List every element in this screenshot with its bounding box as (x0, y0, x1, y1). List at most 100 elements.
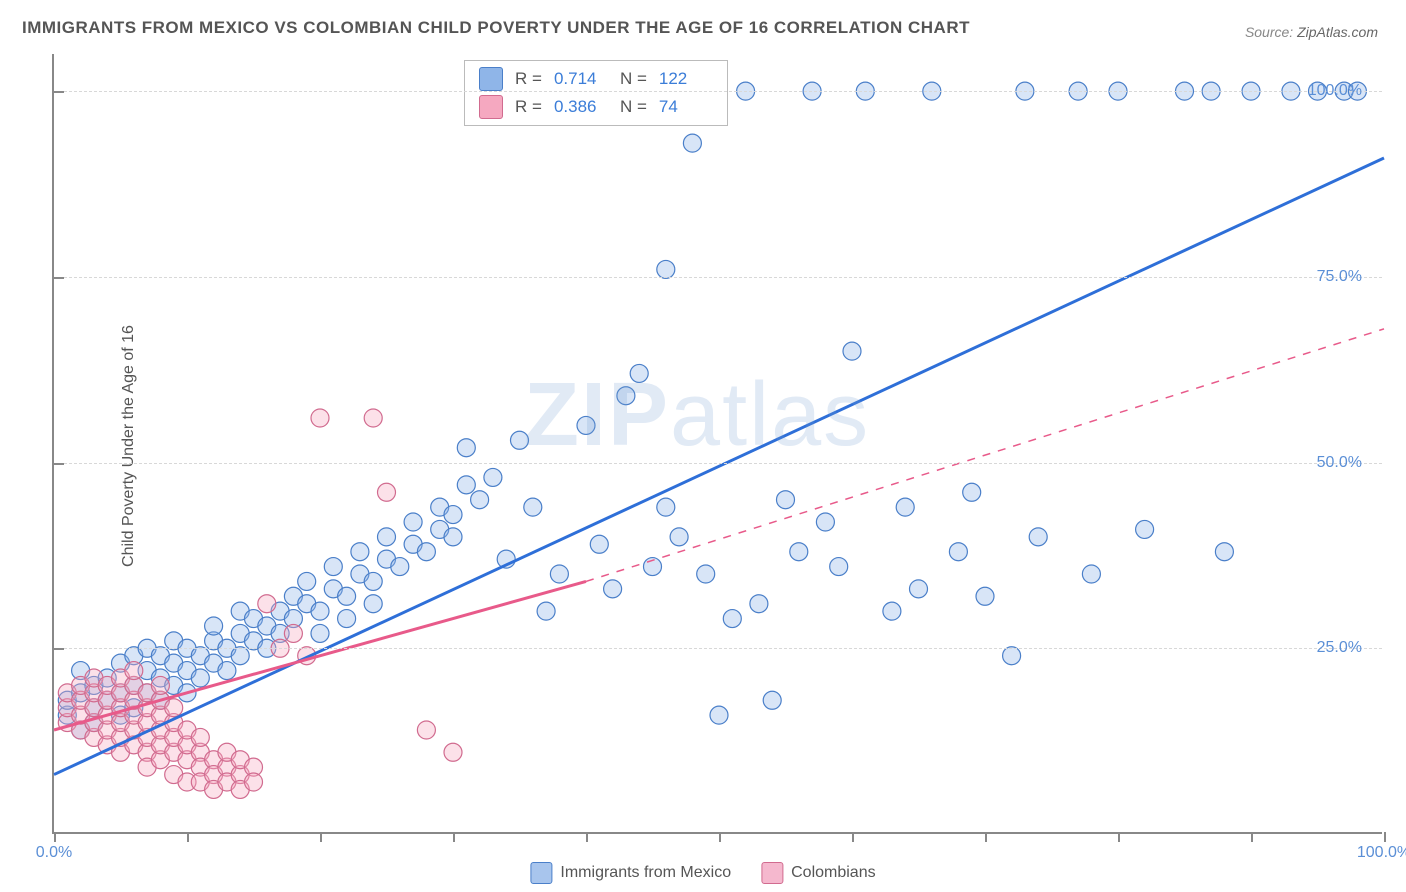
data-point (723, 610, 741, 628)
y-tick-label: 50.0% (1317, 454, 1362, 472)
data-point (364, 409, 382, 427)
data-point (351, 543, 369, 561)
x-tick (320, 832, 322, 842)
data-point (1029, 528, 1047, 546)
data-point (790, 543, 808, 561)
correlation-stats-legend: R = 0.714 N = 122 R = 0.386 N = 74 (464, 60, 728, 126)
data-point (218, 662, 236, 680)
data-point (710, 706, 728, 724)
stat-n-label: N = (620, 97, 647, 117)
trend-line-0 (54, 158, 1384, 775)
x-tick (1251, 832, 1253, 842)
y-tick-label: 100.0% (1308, 82, 1362, 100)
x-tick (187, 832, 189, 842)
data-point (191, 669, 209, 687)
data-point (457, 439, 475, 457)
y-tick (54, 277, 64, 279)
data-point (763, 691, 781, 709)
scatter-plot-svg (54, 54, 1382, 832)
data-point (205, 617, 223, 635)
data-point (338, 587, 356, 605)
data-point (417, 543, 435, 561)
stat-r-value-1: 0.386 (554, 97, 608, 117)
legend-swatch-1 (761, 862, 783, 884)
data-point (1215, 543, 1233, 561)
data-point (750, 595, 768, 613)
data-point (843, 342, 861, 360)
x-tick (453, 832, 455, 842)
data-point (417, 721, 435, 739)
stats-row-series-1: R = 0.386 N = 74 (479, 95, 713, 119)
stat-n-value-1: 74 (659, 97, 713, 117)
data-point (457, 476, 475, 494)
source-attribution: Source: ZipAtlas.com (1245, 24, 1378, 40)
data-point (404, 513, 422, 531)
y-tick (54, 648, 64, 650)
data-point (311, 624, 329, 642)
data-point (444, 528, 462, 546)
y-tick-label: 75.0% (1317, 268, 1362, 286)
data-point (471, 491, 489, 509)
stat-r-label: R = (515, 69, 542, 89)
legend-item-1: Colombians (761, 862, 875, 884)
data-point (231, 647, 249, 665)
data-point (537, 602, 555, 620)
legend-item-0: Immigrants from Mexico (530, 862, 731, 884)
data-point (258, 595, 276, 613)
data-point (830, 558, 848, 576)
data-point (511, 431, 529, 449)
data-point (976, 587, 994, 605)
x-tick (586, 832, 588, 842)
data-point (484, 468, 502, 486)
data-point (1082, 565, 1100, 583)
data-point (550, 565, 568, 583)
data-point (816, 513, 834, 531)
swatch-series-0 (479, 67, 503, 91)
data-point (963, 483, 981, 501)
legend-swatch-0 (530, 862, 552, 884)
data-point (444, 506, 462, 524)
data-point (949, 543, 967, 561)
bottom-legend: Immigrants from Mexico Colombians (530, 862, 875, 884)
data-point (324, 558, 342, 576)
data-point (151, 676, 169, 694)
data-point (910, 580, 928, 598)
data-point (1136, 520, 1154, 538)
data-point (364, 572, 382, 590)
data-point (630, 364, 648, 382)
y-tick-label: 25.0% (1317, 639, 1362, 657)
data-point (670, 528, 688, 546)
x-tick (719, 832, 721, 842)
y-tick (54, 463, 64, 465)
data-point (777, 491, 795, 509)
data-point (1003, 647, 1021, 665)
data-point (444, 743, 462, 761)
data-point (298, 572, 316, 590)
x-tick-label: 100.0% (1357, 844, 1406, 862)
data-point (697, 565, 715, 583)
stat-n-value-0: 122 (659, 69, 713, 89)
data-point (590, 535, 608, 553)
legend-label-0: Immigrants from Mexico (560, 864, 731, 882)
gridline (54, 648, 1382, 649)
stat-r-value-0: 0.714 (554, 69, 608, 89)
data-point (245, 773, 263, 791)
stat-r-label: R = (515, 97, 542, 117)
swatch-series-1 (479, 95, 503, 119)
data-point (191, 728, 209, 746)
stat-n-label: N = (620, 69, 647, 89)
data-point (378, 483, 396, 501)
data-point (524, 498, 542, 516)
source-label: Source: (1245, 24, 1293, 40)
legend-label-1: Colombians (791, 864, 875, 882)
data-point (311, 409, 329, 427)
stats-row-series-0: R = 0.714 N = 122 (479, 67, 713, 91)
data-point (883, 602, 901, 620)
data-point (391, 558, 409, 576)
data-point (165, 699, 183, 717)
source-value: ZipAtlas.com (1297, 24, 1378, 40)
data-point (378, 528, 396, 546)
x-tick-label: 0.0% (36, 844, 72, 862)
x-tick (54, 832, 56, 842)
data-point (311, 602, 329, 620)
